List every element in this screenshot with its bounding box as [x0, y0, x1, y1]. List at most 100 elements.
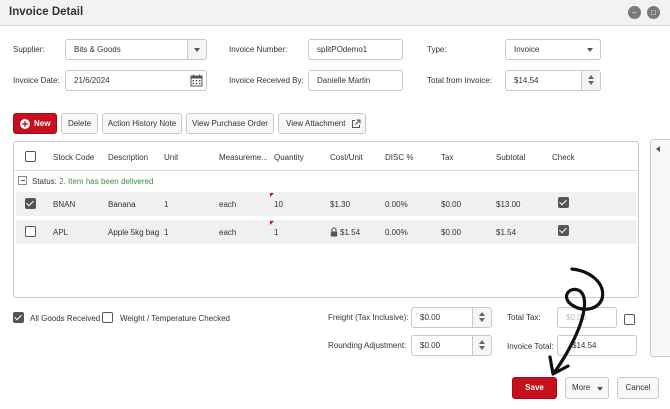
row-select-checkbox[interactable]	[25, 198, 36, 209]
invoice-date-value: 21/6/2024	[74, 76, 110, 85]
edited-flag-icon	[270, 221, 274, 225]
cell-cost-unit: $1.54	[340, 228, 361, 237]
action-history-note-label: Action History Note	[107, 119, 177, 128]
type-label: Type:	[427, 45, 447, 54]
total-tax-value: $0.00	[566, 313, 587, 322]
collapse-icon[interactable]	[18, 176, 27, 185]
status-group-text: 2. Item has been delivered	[59, 177, 154, 186]
supplier-value: Bits & Goods	[74, 45, 121, 54]
annotation-arrow-icon	[548, 267, 605, 376]
column-header-subtotal[interactable]: Subtotal	[496, 153, 526, 162]
column-header-check[interactable]: Check	[552, 153, 575, 162]
more-button-label: More	[572, 383, 591, 392]
window-titlebar: Invoice Detail – □	[0, 0, 670, 26]
plus-icon	[20, 119, 30, 129]
chevron-down-icon[interactable]	[187, 40, 206, 59]
chevron-down-icon	[587, 48, 593, 52]
view-purchase-order-label: View Purchase Order	[192, 119, 268, 128]
edited-flag-icon	[270, 193, 274, 197]
column-header-unit[interactable]: Unit	[164, 153, 179, 162]
supplier-select[interactable]: Bits & Goods	[65, 39, 207, 60]
view-attachment-label: View Attachment	[286, 119, 346, 128]
cell-subtotal: $13.00	[496, 200, 521, 209]
header-divider	[14, 170, 638, 171]
save-button[interactable]: Save	[512, 377, 557, 399]
row-select-checkbox[interactable]	[25, 226, 36, 237]
weight-temperature-checkbox[interactable]	[102, 312, 113, 323]
all-goods-received-label: All Goods Received	[30, 314, 101, 323]
total-from-invoice-label: Total from Invoice:	[427, 76, 492, 85]
column-header-cost-unit[interactable]: Cost/Unit	[330, 153, 363, 162]
total-tax-checkbox[interactable]	[624, 314, 635, 325]
calendar-icon[interactable]	[187, 71, 206, 90]
minimize-icon[interactable]: –	[628, 6, 641, 19]
window-title: Invoice Detail	[9, 6, 84, 18]
cell-subtotal: $1.54	[496, 228, 517, 237]
lock-icon	[330, 227, 338, 237]
delete-button-label: Delete	[67, 119, 92, 128]
status-group-prefix: Status:	[32, 177, 57, 186]
table-row[interactable]: APL Apple 5kg bag 1 each 1 $1.54 0.00% $…	[16, 220, 636, 244]
all-goods-received-checkbox[interactable]	[13, 312, 24, 323]
column-header-description[interactable]: Description	[108, 153, 149, 162]
status-group-row: Status: 2. Item has been delivered	[32, 177, 153, 186]
chevron-down-icon	[597, 387, 603, 391]
cell-disc: 0.00%	[385, 228, 408, 237]
stepper-icon[interactable]	[581, 71, 600, 90]
stepper-icon[interactable]	[472, 336, 491, 355]
invoice-total-input: $14.54	[557, 335, 637, 356]
type-value: Invoice	[514, 45, 540, 54]
column-header-tax[interactable]: Tax	[441, 153, 454, 162]
total-from-invoice-input[interactable]: $14.54	[505, 70, 601, 91]
invoice-number-label: Invoice Number:	[229, 45, 288, 54]
column-header-disc[interactable]: DISC %	[385, 153, 414, 162]
rounding-adjustment-input[interactable]: $0.00	[411, 335, 492, 356]
weight-temperature-label: Weight / Temperature Checked	[120, 314, 230, 323]
delete-button[interactable]: Delete	[61, 113, 98, 134]
freight-value: $0.00	[420, 313, 441, 322]
freight-label: Freight (Tax Inclusive):	[328, 313, 409, 322]
type-select[interactable]: Invoice	[505, 39, 601, 60]
cell-quantity[interactable]: 1	[274, 228, 279, 237]
side-panel-toggle[interactable]	[650, 139, 670, 357]
rounding-adjustment-label: Rounding Adjustment:	[328, 341, 407, 350]
stepper-icon[interactable]	[472, 308, 491, 327]
external-link-icon	[352, 119, 361, 128]
save-button-label: Save	[525, 383, 544, 392]
invoice-date-input[interactable]: 21/6/2024	[65, 70, 207, 91]
table-row[interactable]: BNAN Banana 1 each 10 $1.30 0.00% $0.00 …	[16, 192, 636, 216]
column-header-quantity[interactable]: Quantity	[274, 153, 304, 162]
cell-disc: 0.00%	[385, 200, 408, 209]
cancel-button[interactable]: Cancel	[617, 377, 659, 399]
more-button[interactable]: More	[565, 377, 609, 399]
view-attachment-button[interactable]: View Attachment	[278, 113, 366, 134]
invoice-number-input[interactable]: splitPOdemo1	[308, 39, 403, 60]
cell-tax: $0.00	[441, 200, 462, 209]
view-purchase-order-button[interactable]: View Purchase Order	[186, 113, 274, 134]
cell-description: Apple 5kg bag	[108, 228, 160, 237]
cell-measurement: each	[219, 228, 237, 237]
total-tax-input: $0.00	[557, 307, 617, 328]
new-button[interactable]: New	[13, 113, 57, 134]
column-header-measurement[interactable]: Measureme...	[219, 153, 268, 162]
select-all-checkbox[interactable]	[25, 151, 36, 162]
action-history-note-button[interactable]: Action History Note	[102, 113, 182, 134]
invoice-date-label: Invoice Date:	[13, 76, 60, 85]
new-button-label: New	[34, 119, 51, 128]
cell-quantity[interactable]: 10	[274, 200, 283, 209]
cell-stock-code: BNAN	[53, 200, 76, 209]
cell-measurement: each	[219, 200, 237, 209]
column-header-stock-code[interactable]: Stock Code	[53, 153, 95, 162]
received-by-value: Danielle Martin	[317, 76, 371, 85]
cancel-button-label: Cancel	[625, 383, 651, 392]
cell-cost-unit: $1.30	[330, 200, 351, 209]
freight-input[interactable]: $0.00	[411, 307, 492, 328]
row-check-checkbox[interactable]	[558, 197, 569, 208]
received-by-input[interactable]: Danielle Martin	[308, 70, 403, 91]
received-by-label: Invoice Received By:	[229, 76, 304, 85]
row-check-checkbox[interactable]	[558, 225, 569, 236]
total-tax-label: Total Tax:	[507, 313, 541, 322]
cell-unit: 1	[164, 200, 169, 209]
invoice-lines-grid: Stock Code Description Unit Measureme...…	[13, 141, 639, 298]
maximize-icon[interactable]: □	[647, 6, 660, 19]
